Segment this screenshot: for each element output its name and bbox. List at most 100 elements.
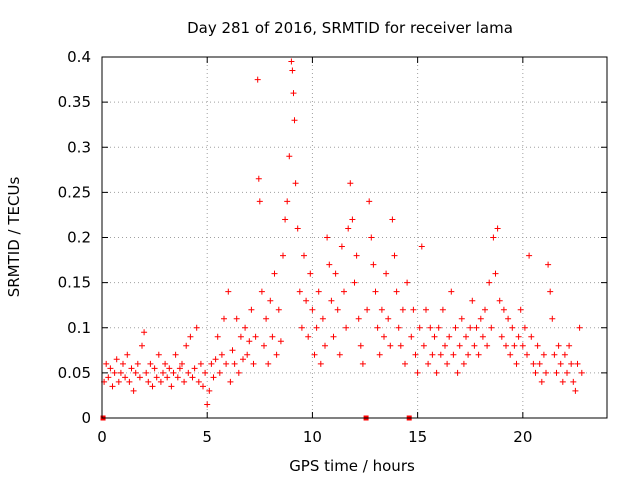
data-point [336,351,343,358]
data-point [410,306,417,313]
data-point [564,369,570,376]
data-point [255,175,262,182]
data-point [509,324,516,331]
y-tick-label: 0.25 [58,183,91,201]
data-point [549,315,556,322]
data-point [179,360,185,367]
data-point [187,333,194,340]
data-point [378,306,385,313]
data-point [246,338,253,345]
data-point [433,369,440,376]
data-point [256,198,263,205]
data-point [227,378,234,385]
data-point [534,342,541,349]
data-point [223,360,230,367]
y-tick-label: 0.4 [67,48,91,66]
data-point [298,324,305,331]
data-point [176,365,183,372]
data-point [160,369,166,376]
data-point [444,360,451,367]
data-point [364,306,371,313]
y-axis-label: SRMTID / TECUs [5,177,23,298]
data-point [341,288,347,295]
data-point [505,315,512,322]
data-point [166,365,173,372]
data-point [296,288,303,295]
data-point [162,360,169,367]
data-point [519,342,526,349]
data-point [477,315,484,322]
data-point [425,360,432,367]
data-point [553,369,560,376]
data-point [120,360,126,367]
data-point [429,351,436,358]
data-point [143,369,150,376]
data-point [420,342,427,349]
data-point [570,378,577,385]
data-point [155,351,162,358]
data-point [540,351,547,358]
data-point [503,342,509,349]
data-point [568,360,575,367]
data-point [559,378,566,385]
data-point [492,270,499,277]
data-point [414,369,421,376]
data-point [381,333,387,340]
data-point [168,383,175,390]
data-point [528,333,535,340]
data-point [105,374,112,381]
data-point [357,342,364,349]
data-point [351,279,358,286]
data-point [338,243,345,250]
data-point [326,261,333,268]
data-point [193,324,200,331]
data-point [282,216,289,223]
data-point [376,351,383,358]
data-point [370,261,377,268]
data-point [117,369,124,376]
data-point [383,270,390,277]
data-point [324,234,331,241]
data-point [292,180,299,187]
data-point [471,342,478,349]
data-point [456,342,463,349]
data-point [416,324,423,331]
data-point [402,360,408,367]
data-point [301,252,307,259]
data-point [366,198,373,205]
data-point [145,378,152,385]
data-point [517,306,524,313]
data-point [315,288,322,295]
data-point [368,234,375,241]
data-point [353,252,360,259]
data-point [496,297,503,304]
data-point [313,324,320,331]
data-point [206,387,213,394]
y-tick-label: 0 [81,409,91,427]
data-point [271,270,278,277]
data-point [450,351,457,358]
axis-ticks [101,56,607,419]
y-tick-label: 0.3 [67,138,91,156]
data-point [521,324,528,331]
data-point [290,90,297,97]
data-point [307,270,314,277]
data-point [197,360,204,367]
data-point [347,180,354,187]
data-point [157,378,164,385]
data-point [132,369,139,376]
y-tick-labels: 0 0.05 0.1 0.15 0.2 0.25 0.3 0.35 0.4 [58,48,91,427]
x-axis-label: GPS time / hours [289,457,415,475]
data-point [578,369,585,376]
data-point [202,369,209,376]
x-tick-label: 5 [202,428,212,446]
data-point [265,360,272,367]
data-point [494,225,501,232]
data-point [200,383,206,390]
data-point [181,378,188,385]
data-point [385,315,392,322]
data-point [126,378,133,385]
data-point [454,369,461,376]
data-point [393,288,400,295]
